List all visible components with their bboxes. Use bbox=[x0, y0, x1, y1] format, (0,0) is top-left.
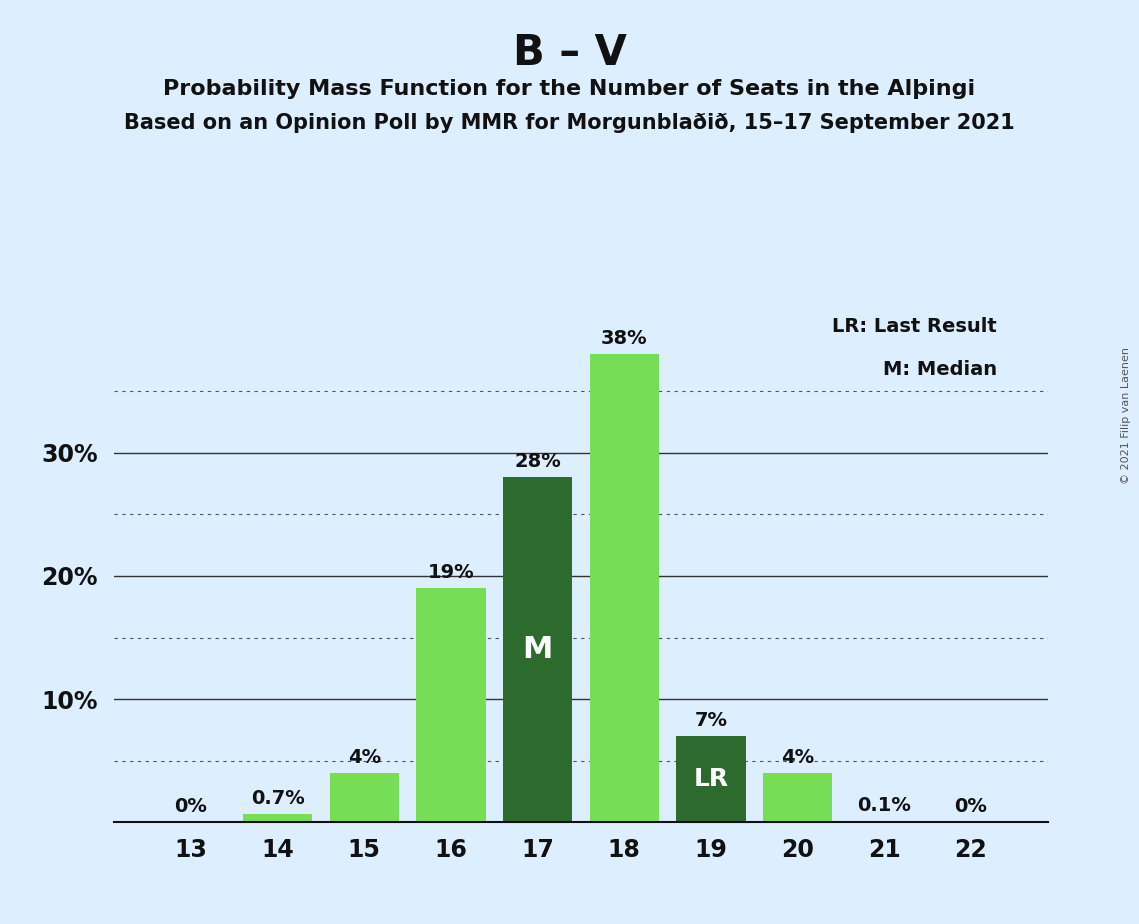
Text: 0.7%: 0.7% bbox=[251, 788, 304, 808]
Bar bbox=[677, 736, 746, 822]
Bar bbox=[763, 773, 833, 822]
Text: 7%: 7% bbox=[695, 711, 728, 730]
Text: 0%: 0% bbox=[954, 797, 988, 816]
Text: 38%: 38% bbox=[601, 329, 648, 348]
Bar bbox=[329, 773, 399, 822]
Bar bbox=[503, 478, 572, 822]
Text: 4%: 4% bbox=[781, 748, 814, 767]
Bar bbox=[243, 814, 312, 822]
Text: 19%: 19% bbox=[427, 563, 474, 582]
Text: 0%: 0% bbox=[174, 797, 207, 816]
Text: B – V: B – V bbox=[513, 32, 626, 74]
Text: © 2021 Filip van Laenen: © 2021 Filip van Laenen bbox=[1121, 347, 1131, 484]
Text: Probability Mass Function for the Number of Seats in the Alþingi: Probability Mass Function for the Number… bbox=[163, 79, 976, 99]
Text: 28%: 28% bbox=[514, 452, 560, 471]
Text: Based on an Opinion Poll by MMR for Morgunblaðið, 15–17 September 2021: Based on an Opinion Poll by MMR for Morg… bbox=[124, 113, 1015, 133]
Text: M: M bbox=[523, 636, 552, 664]
Bar bbox=[590, 354, 658, 822]
Text: M: Median: M: Median bbox=[883, 360, 997, 380]
Text: LR: Last Result: LR: Last Result bbox=[831, 317, 997, 336]
Bar bbox=[416, 589, 485, 822]
Bar bbox=[850, 821, 919, 822]
Text: 4%: 4% bbox=[347, 748, 380, 767]
Text: 0.1%: 0.1% bbox=[858, 796, 911, 815]
Text: LR: LR bbox=[694, 767, 729, 791]
